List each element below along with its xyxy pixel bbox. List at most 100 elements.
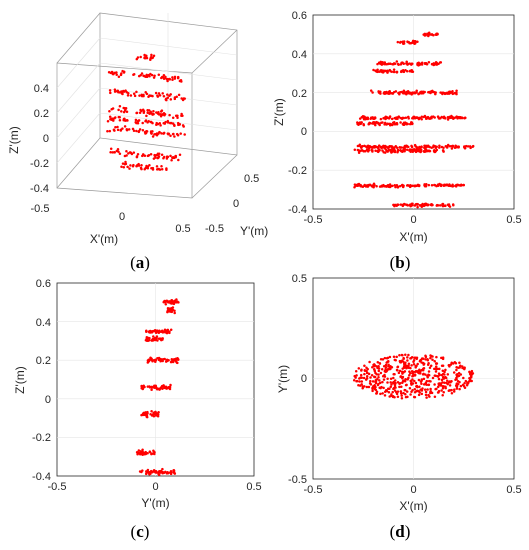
scatter-point: [137, 164, 141, 167]
scatter-point: [127, 152, 130, 155]
scatter-point: [118, 105, 122, 108]
scatter-point: [135, 111, 138, 115]
scatter-point: [415, 385, 418, 388]
scatter-point: [162, 95, 166, 98]
scatter-point: [175, 361, 179, 364]
scatter-point: [106, 120, 110, 123]
panel-d-y-label: Y'(m): [276, 365, 290, 393]
scatter-point: [158, 387, 162, 391]
scatter-point: [463, 381, 466, 385]
scatter-point: [418, 184, 421, 187]
scatter-point: [408, 374, 411, 377]
scatter-point: [173, 311, 176, 315]
scatter-point: [453, 146, 457, 149]
panel-b: 0.6 0.4 0.2 0 -0.2 -0.4 -0.5 0 0.5 X'(m)…: [272, 10, 522, 272]
scatter-point: [423, 202, 427, 206]
scatter-point: [360, 369, 363, 372]
scatter-point: [399, 90, 402, 94]
panel-d-x-label: X'(m): [399, 499, 427, 513]
scatter-point: [158, 122, 162, 125]
scatter-point: [145, 336, 149, 339]
scatter-point: [411, 378, 414, 381]
scatter-point: [453, 388, 456, 391]
scatter-point: [176, 114, 179, 118]
scatter-point: [371, 387, 374, 390]
scatter-point: [352, 379, 356, 382]
scatter-point: [406, 204, 410, 207]
scatter-point: [446, 203, 450, 207]
scatter-point: [394, 185, 397, 189]
panel-b-y-label: Z'(m): [272, 98, 286, 126]
scatter-point: [411, 184, 415, 188]
scatter-point: [123, 107, 126, 110]
scatter-point: [108, 115, 112, 119]
scatter-point: [436, 183, 440, 186]
scatter-point: [402, 116, 406, 120]
scatter-point: [355, 374, 358, 377]
scatter-point: [427, 183, 431, 187]
scatter-point: [399, 390, 403, 393]
scatter-point: [392, 70, 396, 74]
scatter-point: [440, 378, 444, 382]
scatter-point: [402, 70, 406, 74]
scatter-point: [176, 116, 179, 119]
scatter-point: [433, 359, 436, 363]
scatter-point: [177, 158, 180, 162]
scatter-point: [441, 384, 445, 388]
scatter-point: [451, 92, 455, 96]
scatter-point: [354, 184, 357, 187]
scatter-point: [435, 148, 439, 152]
scatter-point: [116, 125, 119, 129]
scatter-point: [178, 153, 182, 157]
scatter-point: [423, 388, 427, 391]
scatter-point: [447, 184, 451, 188]
scatter-point: [389, 144, 393, 148]
scatter-point: [441, 149, 445, 152]
scatter-point: [166, 77, 170, 81]
scatter-point: [136, 56, 140, 59]
scatter-point: [429, 390, 432, 393]
scatter-point: [390, 92, 393, 95]
scatter-point: [171, 78, 174, 81]
scatter-point: [147, 154, 151, 157]
scatter-point: [420, 382, 423, 385]
scatter-point: [379, 392, 382, 396]
scatter-point: [369, 376, 372, 379]
scatter-point: [395, 146, 399, 149]
scatter-point: [149, 356, 152, 360]
scatter-point: [408, 122, 412, 126]
scatter-point: [361, 385, 365, 388]
scatter-point: [151, 337, 155, 341]
scatter-point: [149, 153, 153, 156]
scatter-point: [388, 387, 391, 391]
scatter-point: [393, 395, 396, 399]
scatter-point: [401, 376, 404, 380]
scatter-point: [168, 77, 171, 81]
scatter-point: [379, 92, 382, 95]
panel-d-x-tick: 0.5: [506, 484, 521, 496]
scatter-point: [464, 116, 467, 120]
scatter-point: [171, 132, 175, 136]
scatter-point: [117, 91, 120, 94]
panel-b-x-tick: 0.5: [506, 214, 521, 226]
scatter-point: [169, 328, 173, 331]
scatter-point: [166, 93, 169, 96]
scatter-point: [170, 159, 173, 162]
scatter-point: [420, 203, 423, 207]
scatter-point: [427, 33, 431, 36]
scatter-point: [378, 123, 381, 127]
scatter-point: [438, 204, 442, 207]
scatter-point: [400, 353, 404, 357]
scatter-point: [141, 121, 144, 125]
scatter-point: [382, 184, 386, 188]
scatter-point: [429, 387, 432, 391]
scatter-point: [141, 154, 144, 158]
scatter-point: [363, 364, 366, 368]
scatter-point: [441, 356, 445, 359]
scatter-point: [157, 73, 161, 77]
panel-d-y-tick: -0.5: [288, 474, 307, 486]
panel-c-y-tick: 0.2: [36, 355, 51, 367]
scatter-point: [413, 388, 417, 391]
scatter-point: [442, 391, 445, 394]
panel-d-caption: (d): [390, 522, 411, 541]
